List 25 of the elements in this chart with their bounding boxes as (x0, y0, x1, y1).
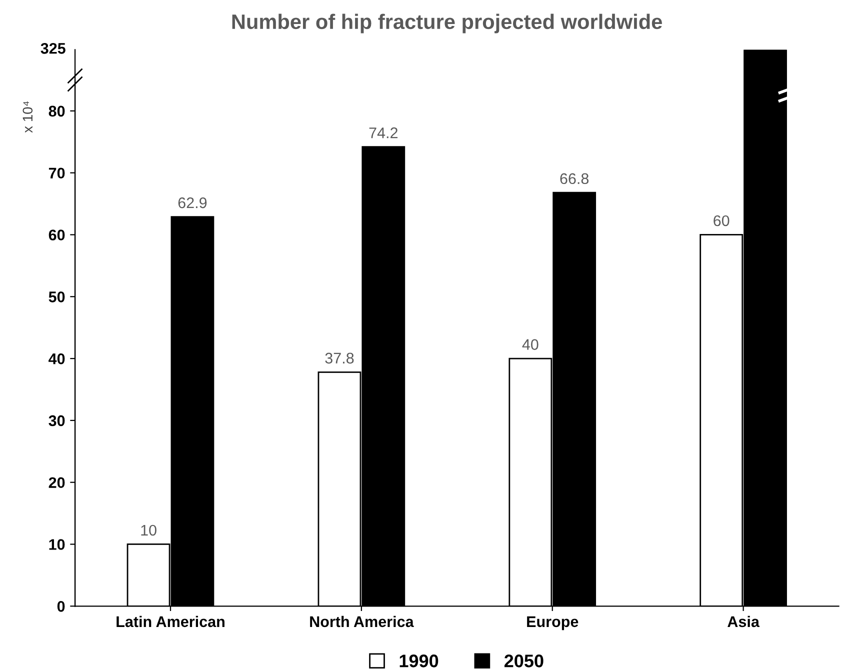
x-tick-label: Europe (527, 616, 578, 630)
y-axis-title: x 10⁴ (22, 101, 33, 133)
y-tick-label: 20 (48, 477, 65, 488)
y-tick-label: 80 (48, 106, 65, 117)
chart-title: Number of hip fracture projected worldwide (232, 14, 662, 34)
data-label: 74.2 (369, 127, 398, 138)
data-label: 60 (714, 215, 730, 226)
x-tick-label: Asia (728, 616, 760, 628)
x-tick-label: Latin American (116, 616, 224, 628)
y-tick-label: 0 (57, 601, 65, 612)
legend-label: 2050 (504, 654, 544, 668)
y-tick-label: 40 (48, 353, 65, 364)
text: 325 (40, 43, 66, 54)
y-tick-label: 50 (48, 291, 65, 302)
data-label: 10 (141, 524, 156, 536)
data-label: 40 (522, 339, 538, 350)
y-tick-label: 70 (48, 168, 65, 179)
y-tick-label: 10 (49, 539, 65, 550)
y-tick-label: 30 (48, 415, 65, 426)
data-label: 37.8 (325, 352, 354, 364)
data-label: 62.9 (178, 197, 207, 208)
x-tick-label: North America (310, 616, 414, 628)
data-label: 66.8 (560, 173, 589, 184)
y-tick-label: 60 (48, 230, 65, 240)
legend-label: 1990 (400, 654, 438, 668)
